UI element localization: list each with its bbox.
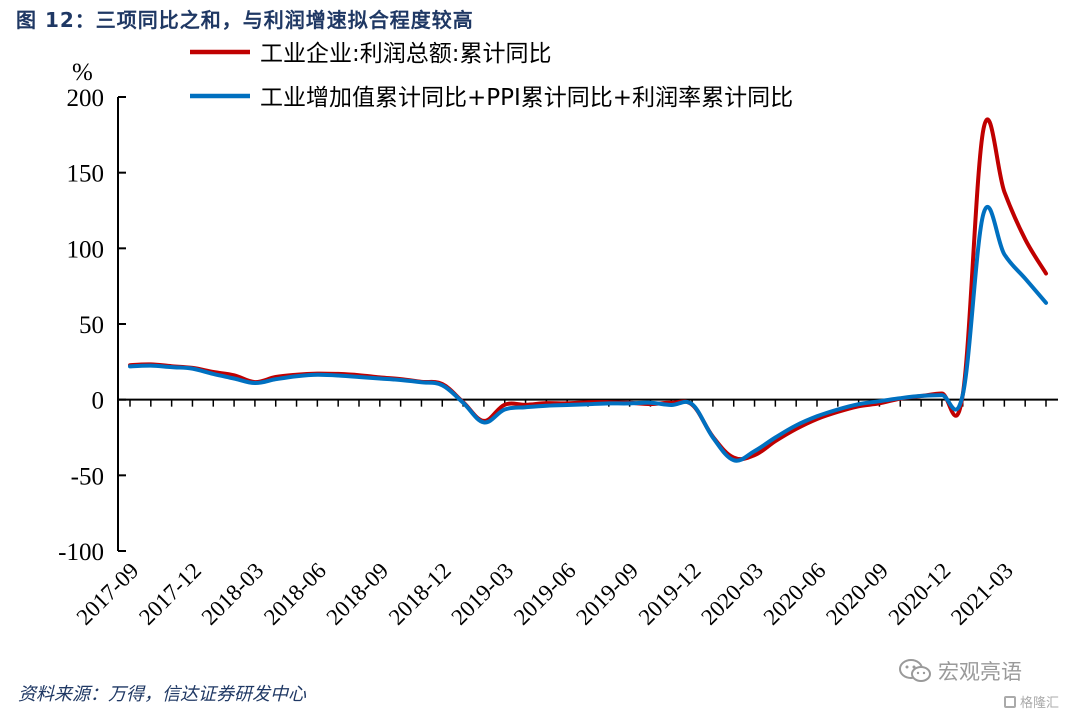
series-layer [128,117,1048,463]
watermark-sub: 格隆汇 [1004,692,1059,711]
figure-title: 图 12：三项同比之和，与利润增速拟合程度较高 [16,8,474,32]
x-tick-label: 2020-06 [759,558,831,630]
wechat-icon [899,659,931,682]
legend-label: 工业企业:利润总额:累计同比 [260,41,552,67]
x-tick-label: 2018-12 [384,558,456,630]
y-tick-label: 150 [67,161,105,188]
y-axis: -100 -50 0 50 100 150 200 [58,85,126,566]
y-tick-label: -100 [58,539,104,566]
x-tick-label: 2017-12 [134,558,206,630]
watermark-text: 宏观亮语 [938,660,1022,684]
y-axis-unit-label: % [72,59,93,86]
x-tick-label: 2019-03 [446,558,518,630]
x-tick-label: 2018-06 [259,558,331,630]
x-axis: 2017-092017-122018-032018-062018-092018-… [72,398,1058,630]
watermark: 宏观亮语 [898,656,1022,686]
y-tick-label: 200 [67,85,105,112]
x-tick-label: 2020-12 [884,558,956,630]
x-tick-label: 2019-12 [634,558,706,630]
x-tick-label: 2019-09 [571,558,643,630]
x-tick-label: 2018-03 [197,558,269,630]
source-note: 资料来源：万得，信达证券研发中心 [18,684,306,705]
y-tick-label: 50 [79,312,104,339]
x-tick-label: 2019-06 [509,558,581,630]
y-tick-label: -50 [71,463,104,490]
x-tick-label: 2020-09 [821,558,893,630]
x-tick-label: 2021-03 [946,558,1018,630]
x-tick-label: 2018-09 [321,558,393,630]
y-tick-label: 100 [67,236,105,263]
legend-label: 工业增加值累计同比+PPI累计同比+利润率累计同比 [260,85,793,111]
series-line-profit [128,117,1048,462]
watermark-sub-text: 格隆汇 [1020,696,1060,711]
gelonghui-logo-icon [1004,695,1016,708]
x-tick-label: 2020-03 [696,558,768,630]
x-tick-label: 2017-09 [72,558,144,630]
y-tick-label: 0 [92,388,105,415]
series-line-composite [128,204,1048,463]
